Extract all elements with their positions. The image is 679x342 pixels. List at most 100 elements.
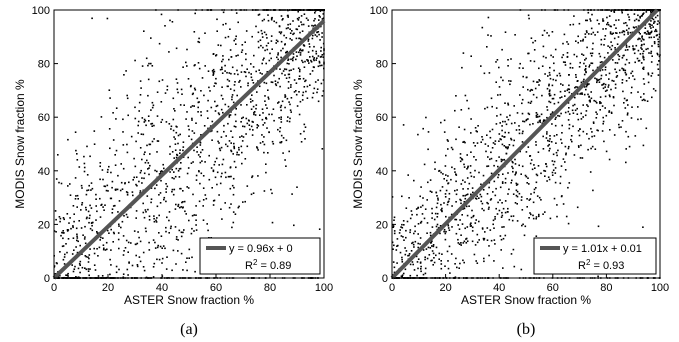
scatter-point — [307, 40, 310, 42]
scatter-point — [165, 121, 168, 123]
scatter-point — [255, 107, 257, 110]
scatter-point — [458, 228, 461, 230]
scatter-point — [467, 165, 469, 168]
scatter-point — [289, 32, 292, 34]
scatter-point — [525, 151, 528, 153]
scatter-point — [554, 124, 557, 127]
scatter-point — [574, 96, 576, 99]
scatter-point — [235, 108, 237, 110]
scatter-point — [613, 104, 615, 107]
scatter-point — [446, 179, 448, 182]
scatter-point — [277, 81, 279, 84]
scatter-point — [417, 223, 420, 225]
scatter-point — [572, 125, 574, 128]
scatter-point — [403, 239, 405, 241]
scatter-point — [221, 218, 223, 220]
scatter-point — [85, 217, 88, 220]
scatter-point — [535, 277, 538, 279]
scatter-point — [460, 109, 463, 111]
scatter-point — [431, 217, 433, 219]
scatter-point — [115, 107, 118, 109]
scatter-point — [315, 9, 317, 11]
scatter-point — [501, 211, 503, 214]
scatter-point — [214, 110, 217, 112]
scatter-point — [277, 102, 279, 104]
scatter-point — [590, 62, 592, 64]
scatter-point — [540, 172, 542, 175]
scatter-point — [270, 9, 272, 11]
scatter-point — [469, 171, 472, 174]
scatter-point — [290, 58, 292, 61]
scatter-point — [267, 152, 269, 154]
scatter-point — [318, 19, 320, 21]
scatter-point — [513, 139, 515, 142]
scatter-point — [216, 130, 219, 133]
y-tick-label: 20 — [376, 219, 388, 231]
scatter-point — [166, 216, 168, 219]
scatter-point — [565, 152, 567, 155]
scatter-point — [592, 42, 594, 45]
scatter-point — [172, 249, 175, 252]
scatter-point — [253, 111, 256, 113]
scatter-point — [261, 36, 264, 38]
scatter-point — [218, 147, 221, 150]
scatter-point — [74, 131, 77, 133]
scatter-point — [210, 106, 213, 109]
scatter-point — [298, 70, 301, 73]
scatter-point — [626, 24, 628, 27]
scatter-point — [233, 125, 236, 128]
scatter-point — [277, 40, 279, 43]
scatter-point — [198, 170, 200, 172]
scatter-point — [148, 143, 151, 146]
scatter-point — [150, 123, 152, 125]
scatter-point — [191, 130, 194, 132]
scatter-point — [313, 87, 316, 90]
scatter-point — [273, 9, 275, 11]
y-tick-label: 0 — [382, 273, 388, 285]
scatter-point — [257, 31, 260, 34]
legend-a: y = 0.96x + 0 R2 = 0.89 — [199, 237, 321, 275]
scatter-point — [76, 235, 78, 238]
scatter-point — [134, 106, 136, 109]
scatter-point — [505, 123, 508, 126]
scatter-point — [173, 136, 175, 138]
scatter-point — [89, 227, 92, 230]
scatter-point — [196, 97, 199, 100]
scatter-point — [198, 200, 201, 203]
scatter-point — [401, 261, 404, 263]
scatter-point — [551, 174, 554, 176]
scatter-point — [303, 277, 305, 279]
scatter-point — [591, 135, 593, 138]
scatter-point — [586, 104, 588, 106]
scatter-point — [246, 104, 248, 106]
scatter-point — [402, 220, 405, 222]
scatter-point — [544, 9, 546, 11]
scatter-point — [493, 180, 496, 183]
scatter-point — [147, 168, 149, 170]
scatter-point — [318, 9, 321, 11]
scatter-point — [257, 14, 260, 16]
scatter-point — [573, 103, 576, 106]
scatter-point — [147, 94, 149, 97]
scatter-point — [642, 78, 645, 80]
scatter-point — [650, 30, 653, 33]
scatter-point — [619, 31, 621, 34]
scatter-point — [295, 93, 298, 96]
scatter-point — [535, 181, 538, 184]
scatter-point — [119, 277, 122, 279]
scatter-point — [426, 222, 429, 224]
scatter-point — [158, 80, 161, 83]
scatter-point — [532, 277, 535, 279]
scatter-point — [474, 244, 477, 246]
scatter-point — [256, 147, 259, 149]
scatter-point — [606, 277, 609, 279]
scatter-point — [139, 192, 141, 194]
scatter-point — [551, 31, 554, 33]
scatter-point — [265, 163, 267, 165]
scatter-point — [207, 117, 209, 119]
scatter-point — [223, 124, 225, 127]
scatter-point — [616, 43, 619, 45]
scatter-point — [279, 130, 281, 133]
scatter-point — [213, 277, 215, 279]
scatter-point — [120, 181, 123, 184]
